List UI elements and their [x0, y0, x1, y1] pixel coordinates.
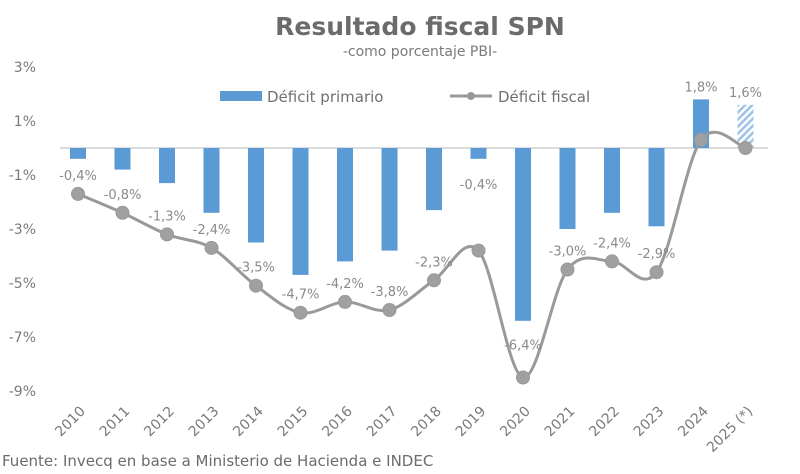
fiscal-point-2024	[694, 132, 708, 147]
fiscal-point-2020	[516, 370, 530, 385]
data-label: 1,8%	[684, 80, 717, 95]
fiscal-point-2017	[382, 303, 397, 317]
x-tick-label: 2019	[453, 404, 490, 441]
x-tick-label: 2012	[141, 404, 178, 441]
fiscal-point-2019	[471, 243, 486, 258]
fiscal-point-2021	[560, 262, 575, 277]
y-tick-label: -9%	[9, 384, 36, 400]
data-label: -4,2%	[326, 277, 364, 292]
source-note: Fuente: Invecq en base a Ministerio de H…	[2, 452, 434, 470]
fiscal-point-2013	[204, 240, 219, 255]
bar-2016	[337, 148, 353, 262]
bar-2015	[292, 148, 309, 275]
y-tick-label: -7%	[9, 330, 36, 346]
data-label: -2,4%	[593, 236, 631, 251]
x-tick-label: 2015	[275, 404, 312, 441]
legend: Déficit primario Déficit fiscal	[220, 88, 590, 106]
bar-2020	[515, 148, 531, 321]
bar-2017	[381, 148, 398, 251]
data-label: -0,4%	[59, 169, 97, 184]
x-tick-label: 2020	[497, 404, 534, 441]
data-label: -1,3%	[148, 209, 186, 224]
fiscal-point-2022	[605, 254, 619, 269]
fiscal-line	[77, 130, 747, 379]
bar-2019	[470, 148, 487, 159]
y-tick-label: 3%	[14, 60, 36, 76]
x-tick-label: 2014	[230, 403, 267, 440]
y-tick-label: -3%	[9, 222, 36, 238]
x-tick-label: 2010	[52, 404, 89, 441]
fiscal-point-2011	[115, 205, 130, 220]
fiscal-point-2023	[649, 265, 664, 280]
data-label: -2,4%	[193, 223, 231, 238]
fiscal-point-2014	[249, 278, 263, 293]
bar-2013	[203, 148, 220, 213]
x-tick-label: 2021	[542, 404, 579, 441]
x-tick-label: 2011	[97, 404, 134, 441]
data-label: -4,7%	[282, 288, 320, 303]
data-label: 1,6%	[729, 86, 762, 101]
data-label: -3,0%	[549, 245, 587, 260]
fiscal-point-2018	[427, 273, 441, 288]
x-tick-label: 2013	[186, 404, 223, 441]
legend-label-primario: Déficit primario	[267, 88, 383, 106]
x-tick-label: 2018	[408, 404, 445, 441]
data-label: -0,4%	[460, 178, 498, 193]
legend-label-fiscal: Déficit fiscal	[498, 88, 590, 106]
data-label: -3,5%	[237, 261, 275, 276]
x-tick-label: 2025 (*)	[704, 404, 756, 456]
y-tick-label: 1%	[14, 114, 36, 130]
fiscal-point-2012	[160, 227, 174, 242]
data-label: -2,9%	[638, 247, 676, 262]
legend-marker	[467, 92, 475, 100]
y-tick-label: -1%	[9, 168, 36, 184]
legend-bar-swatch	[220, 91, 262, 101]
bar-2023	[648, 148, 665, 227]
bar-2014	[248, 148, 264, 243]
fiscal-point-2015	[293, 305, 308, 320]
fiscal-point-2016	[338, 294, 352, 309]
data-label: -6,4%	[504, 339, 542, 354]
bar-2012	[159, 148, 175, 184]
chart-title: Resultado fiscal SPN	[275, 12, 565, 41]
bar-2018	[426, 148, 442, 211]
bar-2021	[559, 148, 576, 229]
bar-2010	[70, 148, 86, 159]
y-tick-label: -5%	[9, 276, 36, 292]
data-label: -2,3%	[415, 255, 453, 270]
bar-2022	[604, 148, 620, 213]
x-tick-label: 2017	[364, 404, 401, 441]
x-tick-label: 2016	[319, 403, 356, 440]
x-tick-label: 2023	[631, 404, 668, 441]
fiscal-point-2010	[71, 186, 85, 201]
chart-subtitle: -como porcentaje PBI-	[342, 44, 498, 60]
x-tick-label: 2024	[675, 403, 712, 440]
bar-2025 (*)	[737, 104, 754, 148]
data-label: -0,8%	[104, 188, 142, 203]
data-label: -3,8%	[371, 285, 409, 300]
x-tick-label: 2022	[586, 404, 623, 441]
bar-2011	[114, 148, 131, 170]
fiscal-point-2025 (*)	[738, 141, 753, 155]
